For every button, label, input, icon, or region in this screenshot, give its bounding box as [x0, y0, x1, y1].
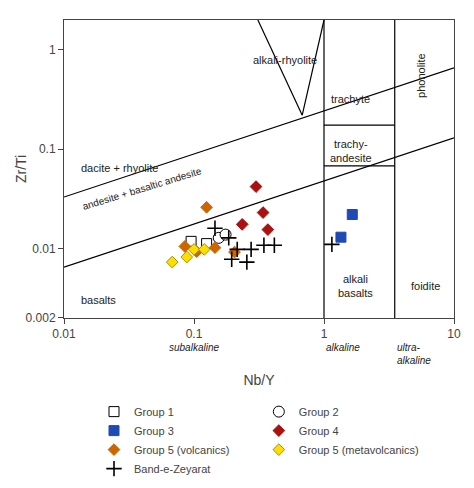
- svg-text:Zr/Ti: Zr/Ti: [13, 155, 29, 183]
- svg-text:foidite: foidite: [411, 280, 440, 292]
- svg-text:0.01: 0.01: [32, 242, 56, 256]
- svg-text:alkaline: alkaline: [326, 342, 360, 353]
- svg-text:dacite + rhyolite: dacite + rhyolite: [81, 162, 158, 174]
- svg-text:0.1: 0.1: [186, 327, 203, 341]
- svg-text:basalts: basalts: [81, 294, 116, 306]
- svg-text:Group 1: Group 1: [134, 406, 174, 418]
- svg-text:Nb/Y: Nb/Y: [243, 372, 275, 388]
- svg-text:Group 5 (volcanics): Group 5 (volcanics): [134, 444, 229, 456]
- svg-text:Group 4: Group 4: [299, 425, 339, 437]
- svg-text:subalkaline: subalkaline: [169, 342, 219, 353]
- svg-text:Group 5 (metavolcanics): Group 5 (metavolcanics): [299, 444, 419, 456]
- svg-text:0.1: 0.1: [39, 142, 56, 156]
- svg-text:0.002: 0.002: [26, 311, 56, 325]
- svg-text:1: 1: [49, 43, 56, 57]
- svg-text:Band-e-Zeyarat: Band-e-Zeyarat: [134, 463, 210, 475]
- svg-text:Group 3: Group 3: [134, 425, 174, 437]
- svg-text:0.01: 0.01: [52, 327, 76, 341]
- svg-text:andesite + basaltic andesite: andesite + basaltic andesite: [81, 165, 203, 212]
- svg-text:1: 1: [321, 327, 328, 341]
- svg-text:10: 10: [447, 327, 461, 341]
- svg-text:Group 2: Group 2: [299, 406, 339, 418]
- svg-text:trachyte: trachyte: [331, 93, 370, 105]
- svg-text:alkali-rhyolite: alkali-rhyolite: [253, 54, 317, 66]
- svg-text:alkalibasalts: alkalibasalts: [338, 273, 373, 299]
- svg-text:trachy-andesite: trachy-andesite: [330, 138, 372, 164]
- svg-text:ultra-alkaline: ultra-alkaline: [397, 342, 431, 366]
- svg-text:phonolite: phonolite: [415, 53, 427, 98]
